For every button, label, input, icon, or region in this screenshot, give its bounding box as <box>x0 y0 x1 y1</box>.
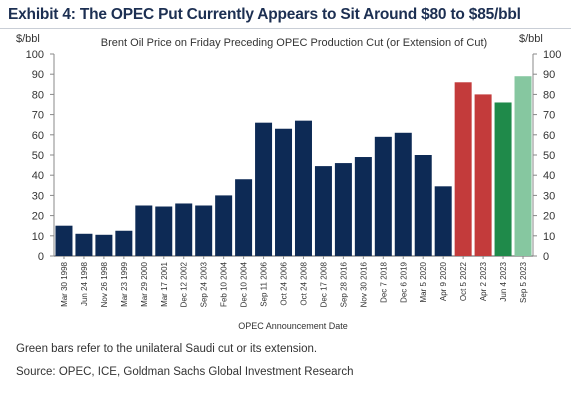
x-tick-label: Apr 9 2020 <box>439 261 448 301</box>
y-tick-label-right: 20 <box>543 211 555 223</box>
x-tick-label: Mar 23 1999 <box>120 261 129 306</box>
x-tick-label: Apr 2 2023 <box>479 261 488 301</box>
bar <box>75 233 93 256</box>
y-tick-label-right: 10 <box>543 231 555 243</box>
y-tick-label-right: 90 <box>543 69 555 81</box>
y-tick-label-right: 30 <box>543 190 555 202</box>
x-tick-label: Oct 24 2008 <box>299 261 308 305</box>
y-tick-label-left: 80 <box>32 89 44 101</box>
x-tick-label: Sep 5 2023 <box>519 261 528 302</box>
bar <box>95 234 113 256</box>
bar <box>155 206 173 256</box>
bar <box>454 82 472 256</box>
y-tick-label-right: 40 <box>543 170 555 182</box>
bar-chart: $/bbl $/bbl Brent Oil Price on Friday Pr… <box>16 33 561 331</box>
y-tick-label-left: 90 <box>32 69 44 81</box>
bar <box>374 136 392 256</box>
chart-title: Brent Oil Price on Friday Preceding OPEC… <box>101 37 487 49</box>
bar <box>135 205 153 256</box>
y-tick-label-left: 0 <box>38 251 44 263</box>
y-tick-label-left: 50 <box>32 150 44 162</box>
bar <box>394 132 412 256</box>
footnote-note: Green bars refer to the unilateral Saudi… <box>16 343 318 355</box>
y-tick-label-right: 100 <box>543 49 561 61</box>
x-axis-title: OPEC Announcement Date <box>238 321 348 331</box>
bar <box>514 76 532 256</box>
y-tick-label-right: 0 <box>543 251 549 263</box>
bar <box>494 102 512 256</box>
title-divider <box>0 28 571 29</box>
x-tick-label: Mar 29 2000 <box>140 261 149 306</box>
x-tick-label: Mar 30 1998 <box>60 261 69 306</box>
bar <box>354 157 372 256</box>
y-tick-label-left: 30 <box>32 190 44 202</box>
x-tick-label: Dec 7 2018 <box>379 261 388 302</box>
x-tick-label: Feb 10 2004 <box>220 261 229 306</box>
right-axis-unit: $/bbl <box>519 33 543 45</box>
bar <box>434 186 452 256</box>
bar <box>334 163 352 256</box>
bar <box>215 195 233 256</box>
exhibit-title: Exhibit 4: The OPEC Put Currently Appear… <box>8 6 521 23</box>
bar <box>55 225 73 256</box>
y-tick-label-right: 80 <box>543 89 555 101</box>
bar <box>235 179 253 256</box>
bar <box>275 128 293 256</box>
x-tick-label: Dec 10 2004 <box>240 261 249 307</box>
x-tick-label: Jun 4 2023 <box>499 261 508 301</box>
x-tick-label: Dec 6 2019 <box>399 261 408 302</box>
bar <box>294 120 312 256</box>
bar <box>414 155 432 256</box>
bar <box>255 122 273 257</box>
x-tick-label: Oct 5 2022 <box>459 261 468 301</box>
y-tick-label-left: 70 <box>32 110 44 122</box>
x-tick-label: Dec 12 2002 <box>180 261 189 307</box>
x-tick-label: Sep 24 2003 <box>200 261 209 307</box>
y-tick-label-left: 20 <box>32 211 44 223</box>
x-tick-label: Jun 24 1998 <box>80 261 89 306</box>
y-tick-label-left: 100 <box>26 49 44 61</box>
x-tick-label: Sep 28 2016 <box>339 261 348 307</box>
y-tick-label-left: 10 <box>32 231 44 243</box>
bar <box>195 205 213 256</box>
y-tick-label-right: 60 <box>543 130 555 142</box>
bar <box>175 203 193 256</box>
x-tick-label: Nov 30 2016 <box>359 261 368 307</box>
bar <box>474 94 492 257</box>
bar <box>115 230 133 256</box>
x-tick-label: Nov 26 1998 <box>100 261 109 307</box>
left-axis-unit: $/bbl <box>16 33 40 45</box>
y-tick-label-left: 40 <box>32 170 44 182</box>
footnote-source: Source: OPEC, ICE, Goldman Sachs Global … <box>16 366 354 378</box>
x-tick-label: Mar 17 2001 <box>160 261 169 306</box>
x-tick-label: Sep 11 2006 <box>260 261 269 306</box>
y-tick-label-left: 60 <box>32 130 44 142</box>
x-tick-label: Dec 17 2008 <box>319 261 328 307</box>
bar <box>314 166 332 256</box>
x-tick-label: Oct 24 2006 <box>280 261 289 305</box>
y-tick-label-right: 70 <box>543 110 555 122</box>
y-tick-label-right: 50 <box>543 150 555 162</box>
x-tick-label: Mar 5 2020 <box>419 261 428 302</box>
